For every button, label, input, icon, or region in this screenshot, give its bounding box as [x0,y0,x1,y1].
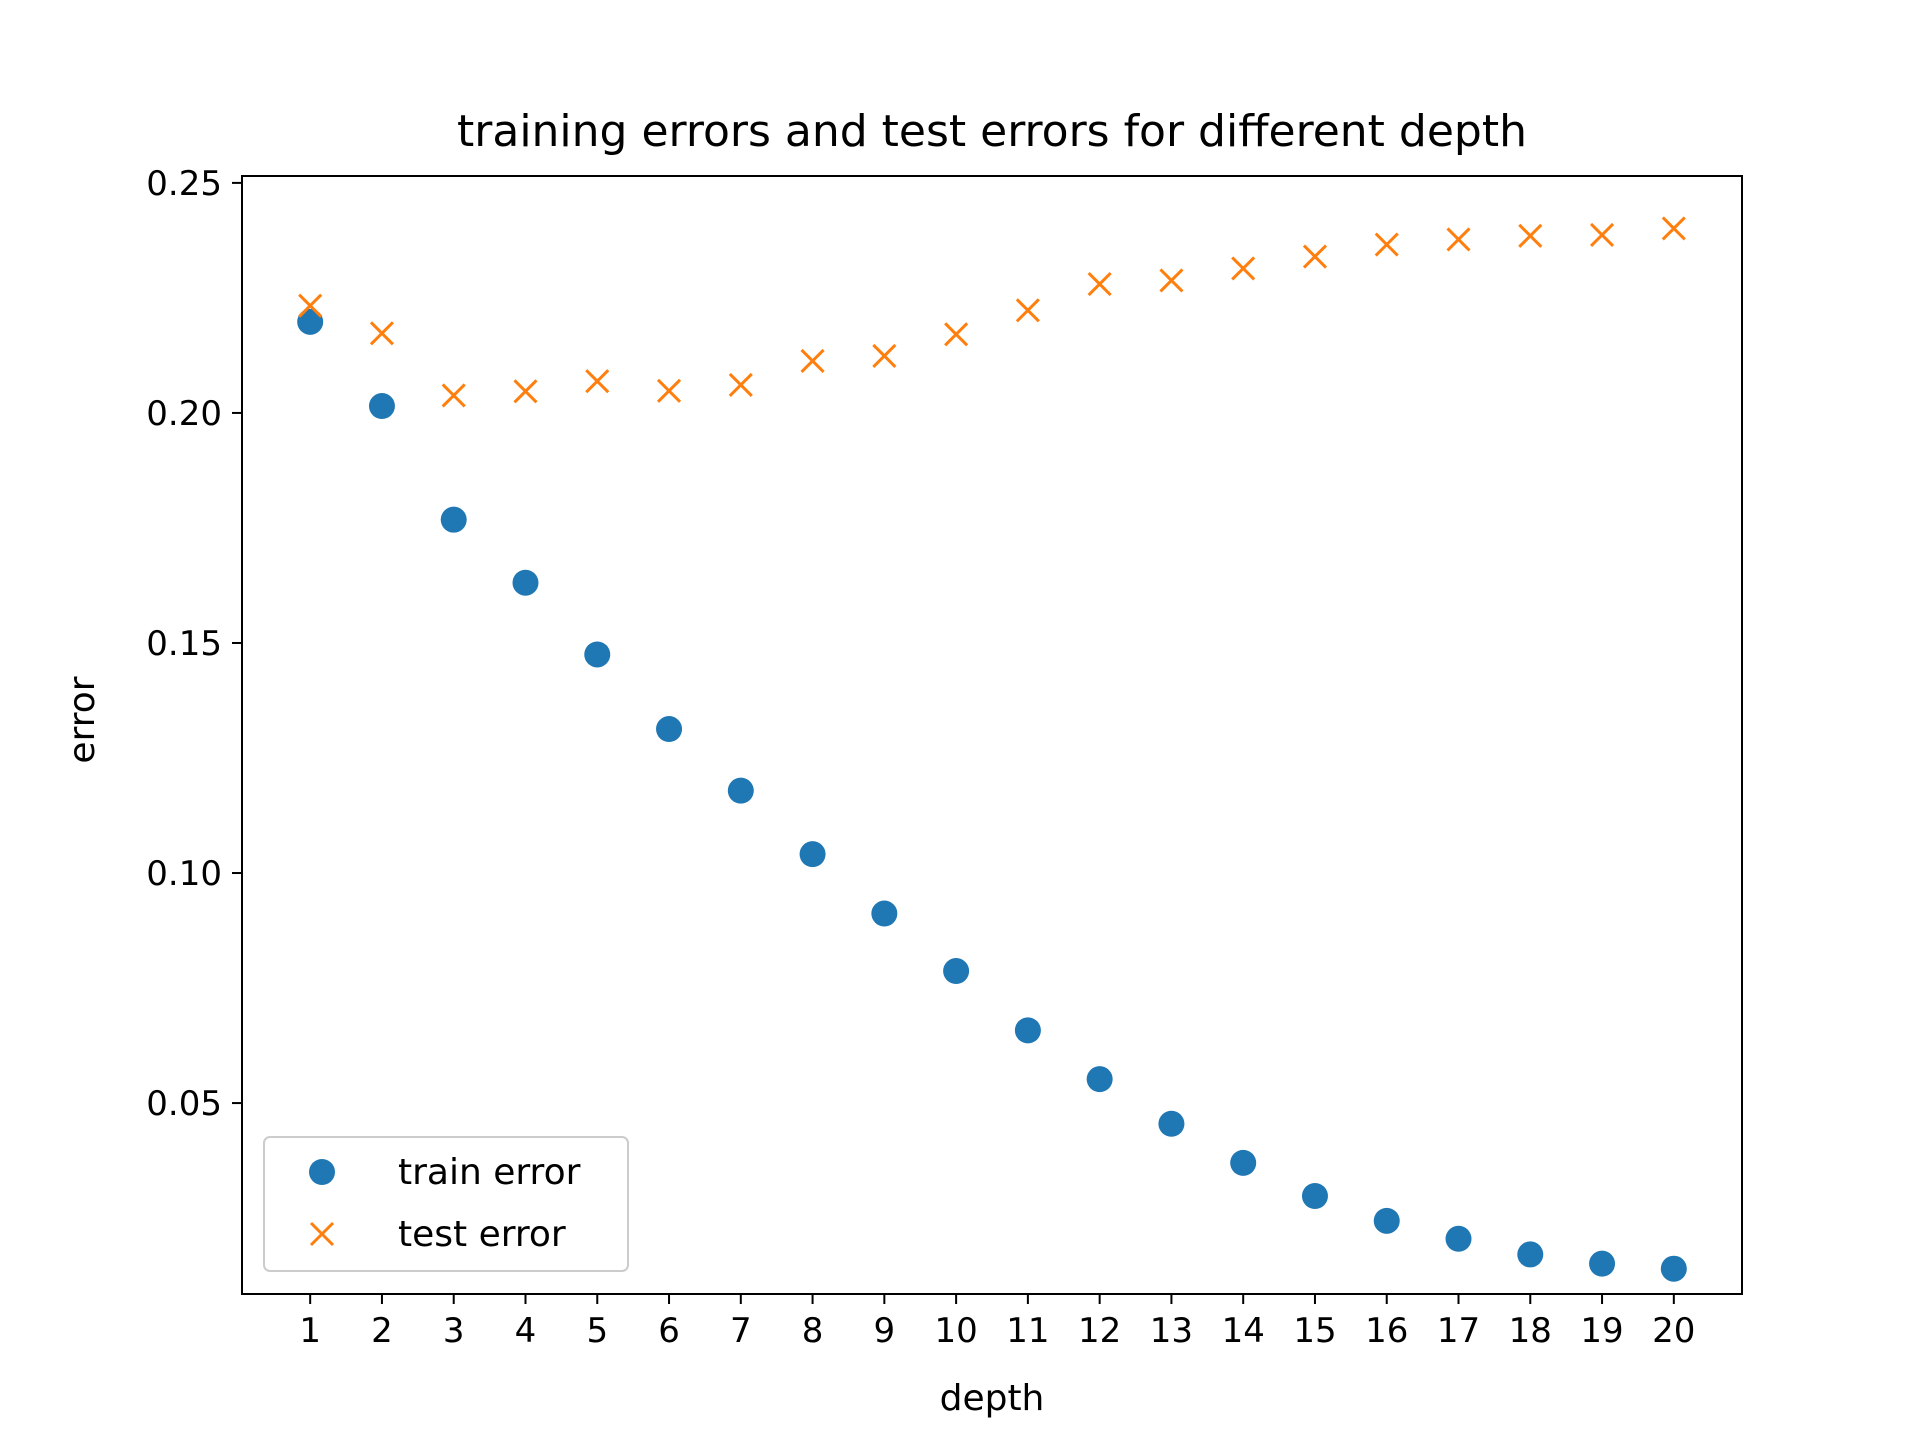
legend-test-marker [309,1221,335,1247]
plot-frame [241,175,1743,1295]
test-error-point [1015,298,1040,323]
train-error-point [871,900,898,927]
train-error-point [656,716,683,743]
x-tick-label: 16 [1365,1311,1408,1351]
test-error-point [441,383,466,408]
x-tick-label: 19 [1580,1311,1623,1351]
legend-train-marker [309,1159,335,1185]
x-tick-label: 8 [802,1311,824,1351]
x-tick-label: 13 [1150,1311,1193,1351]
train-error-point [584,641,611,668]
train-error-point [1230,1149,1257,1176]
test-error-point [1446,227,1471,252]
y-tick-label: 0.05 [146,1084,222,1124]
test-error-point [1589,222,1615,247]
legend-box [263,1136,629,1272]
test-error-point [1231,256,1256,281]
y-axis-ticks: 0.05 0.10 0.15 0.20 0.25 [146,164,242,1124]
x-tick-label: 1 [299,1311,321,1351]
x-axis-label: depth [940,1378,1045,1419]
test-error-point [656,378,682,403]
train-error-point [1014,1017,1041,1044]
legend-label: test error [398,1214,566,1255]
train-error-point [1158,1110,1185,1137]
y-tick-label: 0.10 [146,854,222,894]
test-error-point [369,321,395,346]
train-error-point [1373,1207,1400,1234]
x-tick-label: 6 [658,1311,680,1351]
test-error-point [1302,244,1328,269]
test-error-point [944,322,969,347]
x-tick-label: 5 [586,1311,608,1351]
x-tick-label: 4 [515,1311,537,1351]
legend-label: train error [398,1152,581,1193]
train-error-point [1589,1250,1616,1277]
data-marks [297,216,1687,1282]
train-error-point [1445,1225,1472,1252]
train-error-point [512,569,539,596]
x-tick-label: 11 [1006,1311,1049,1351]
x-tick-label: 7 [730,1311,752,1351]
train-error-point [1086,1066,1113,1093]
x-tick-label: 17 [1437,1311,1480,1351]
y-axis-label: error [62,676,103,763]
x-tick-label: 15 [1293,1311,1336,1351]
y-tick-label: 0.20 [146,394,222,434]
train-error-point [440,506,467,533]
train-error-point [1517,1241,1544,1268]
train-error-point [1660,1255,1687,1282]
test-error-point [513,379,538,404]
test-error-point [1518,223,1543,248]
x-tick-label: 14 [1222,1311,1265,1351]
train-error-point [799,841,826,868]
x-tick-label: 20 [1652,1311,1695,1351]
test-error-point [1159,268,1184,293]
test-error-point [728,372,753,397]
y-tick-label: 0.25 [146,164,222,204]
test-error-point [1661,216,1686,241]
x-tick-label: 18 [1509,1311,1552,1351]
series-test-error [298,216,1686,408]
train-error-point [368,393,395,420]
x-tick-label: 12 [1078,1311,1121,1351]
test-error-point [585,369,610,394]
test-error-point [1374,232,1399,257]
test-error-point [800,348,825,374]
x-tick-label: 10 [934,1311,977,1351]
test-error-point [872,343,897,368]
legend: train error test error [263,1136,629,1272]
train-error-point [297,308,324,335]
train-error-point [943,958,970,985]
train-error-point [1301,1183,1328,1210]
x-axis-ticks: 1 2 3 4 5 6 7 8 9 10 11 12 13 14 15 16 17 18 19 20 [299,1294,1695,1351]
x-tick-label: 2 [371,1311,393,1351]
y-tick-label: 0.15 [146,624,222,664]
train-error-point [727,777,754,804]
test-error-point [298,293,323,318]
x-tick-label: 3 [443,1311,465,1351]
series-train-error [297,308,1687,1282]
chart-title: training errors and test errors for diff… [457,106,1527,157]
x-tick-label: 9 [874,1311,896,1351]
test-error-point [1087,272,1112,297]
